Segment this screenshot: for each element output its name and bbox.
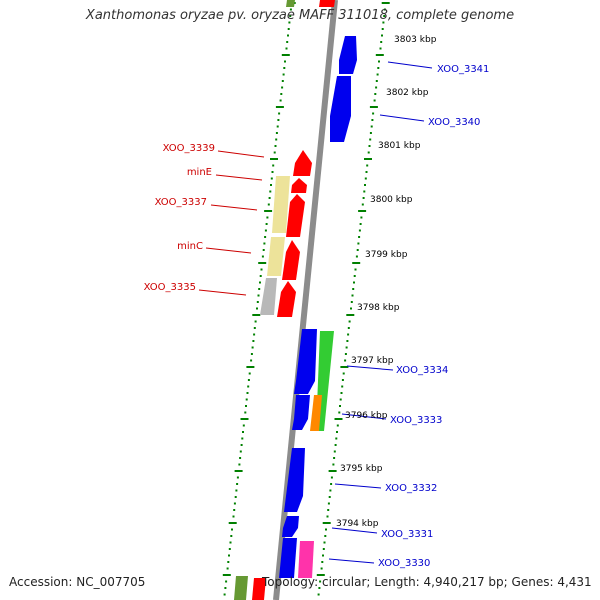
accession-info: Accession: NC_007705: [9, 575, 145, 589]
gene-xoo-3332[interactable]: [284, 448, 305, 512]
scale-label: 3802 kbp: [386, 88, 429, 98]
genome-summary: Topology: circular; Length: 4,940,217 bp…: [262, 575, 592, 589]
left-tick-track: [222, 2, 296, 596]
gene-label-xoo-3335[interactable]: XOO_3335: [144, 282, 196, 293]
reverse-gene-labels: XOO_3339 minE XOO_3337 minC XOO_3335: [144, 143, 215, 293]
gene-xoo-3339[interactable]: [293, 150, 312, 176]
gene-label-xoo-3340[interactable]: XOO_3340: [428, 117, 480, 128]
gene-label-xoo-3339[interactable]: XOO_3339: [163, 143, 215, 154]
feature-blocks: [234, 0, 335, 600]
gene-label-xoo-3332[interactable]: XOO_3332: [385, 483, 437, 494]
leader-xoo-3339: [217, 150, 265, 158]
red-feature-top: [319, 0, 335, 7]
leader-xoo-3331: [331, 527, 378, 534]
gene-xoo-3330[interactable]: [279, 538, 297, 578]
scale-label: 3800 kbp: [370, 195, 413, 205]
forward-genes: [279, 36, 357, 578]
yellow-feature-1: [272, 176, 290, 233]
leader-xoo-3341: [387, 61, 433, 69]
genes-label: Genes:: [511, 575, 554, 589]
scale-label: 3795 kbp: [340, 464, 383, 474]
gene-xoo-3337[interactable]: [286, 194, 305, 237]
gene-label-mine[interactable]: minE: [187, 167, 212, 178]
gene-minc[interactable]: [282, 240, 300, 280]
scale-label: 3803 kbp: [394, 35, 437, 45]
gene-mine[interactable]: [291, 178, 307, 193]
leader-xoo-3340: [379, 114, 425, 122]
accession-label: Accession:: [9, 575, 73, 589]
gene-xoo-3331[interactable]: [282, 516, 299, 537]
right-tick-track: [316, 2, 390, 596]
scale-label: 3796 kbp: [345, 411, 388, 421]
gene-xoo-3335[interactable]: [277, 281, 296, 317]
gene-label-minc[interactable]: minC: [177, 241, 203, 252]
scale-label: 3797 kbp: [351, 356, 394, 366]
gene-label-xoo-3337[interactable]: XOO_3337: [155, 197, 207, 208]
scale-label: 3794 kbp: [336, 519, 379, 529]
magenta-feature: [298, 541, 314, 578]
length-value: 4,940,217 bp: [423, 575, 504, 589]
gene-label-xoo-3330[interactable]: XOO_3330: [378, 558, 430, 569]
topology-value: circular: [321, 575, 367, 589]
leader-xoo-3337: [210, 204, 258, 211]
gene-label-xoo-3334[interactable]: XOO_3334: [396, 365, 448, 376]
gene-label-xoo-3341[interactable]: XOO_3341: [437, 64, 489, 75]
orange-feature: [310, 395, 322, 431]
gene-xoo-3334[interactable]: [294, 329, 317, 394]
leader-xoo-3334: [346, 365, 394, 371]
olive-feature-top: [286, 0, 295, 7]
gene-label-xoo-3333[interactable]: XOO_3333: [390, 415, 442, 426]
scale-labels: 3803 kbp 3802 kbp 3801 kbp 3800 kbp 3799…: [336, 35, 437, 529]
leader-minc: [205, 247, 252, 254]
accession-value: NC_007705: [76, 575, 146, 589]
gene-xoo-3341[interactable]: [339, 36, 357, 74]
forward-gene-labels: XOO_3341 XOO_3340 XOO_3334 XOO_3333 XOO_…: [378, 64, 489, 569]
gene-xoo-3333[interactable]: [292, 395, 310, 430]
scale-label: 3801 kbp: [378, 141, 421, 151]
olive-feature-bottom: [234, 576, 248, 600]
topology-label: Topology:: [262, 575, 319, 589]
leader-lines: [198, 61, 433, 564]
genome-title: Xanthomonas oryzae pv. oryzae MAFF 31101…: [85, 8, 515, 23]
gene-xoo-3340[interactable]: [330, 76, 351, 142]
yellow-feature-2: [267, 237, 285, 276]
leader-xoo-3332: [334, 483, 382, 489]
leader-xoo-3335: [198, 289, 247, 296]
scale-label: 3798 kbp: [357, 303, 400, 313]
scale-label: 3799 kbp: [365, 250, 408, 260]
gene-label-xoo-3331[interactable]: XOO_3331: [381, 529, 433, 540]
leader-xoo-3333: [341, 413, 387, 420]
leader-mine: [215, 174, 263, 181]
length-label: Length:: [374, 575, 420, 589]
genes-value: 4,431: [557, 575, 592, 589]
reverse-genes: [277, 150, 312, 317]
leader-xoo-3330: [328, 558, 375, 564]
grey-feature: [260, 278, 277, 315]
red-feature-bottom: [252, 578, 266, 600]
